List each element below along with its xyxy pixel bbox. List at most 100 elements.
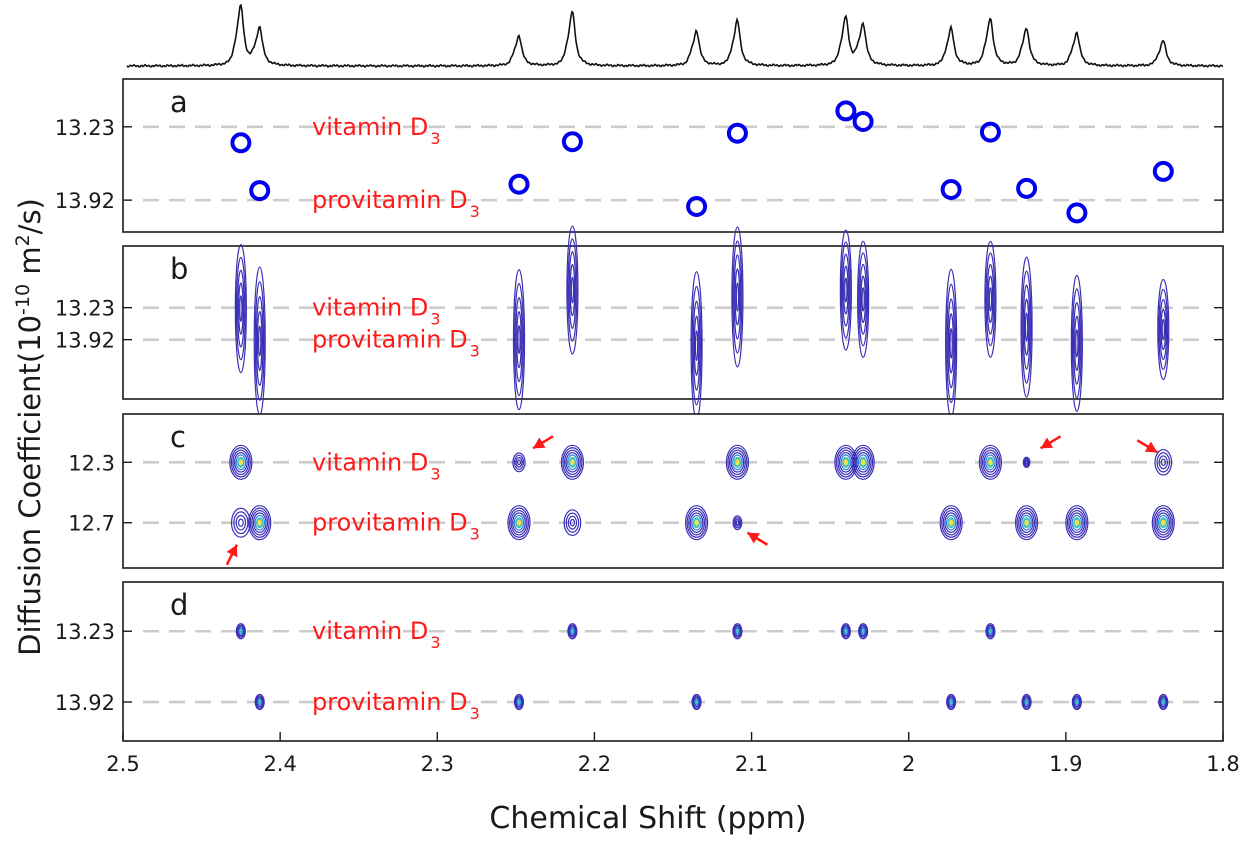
data-point	[1016, 177, 1038, 199]
contour-ring	[860, 459, 866, 466]
contour-ring	[987, 275, 994, 324]
contour-ring	[238, 282, 244, 335]
contour-ring	[562, 447, 583, 478]
contour-ring	[1023, 298, 1030, 356]
data-point	[686, 196, 708, 217]
contour-ring	[513, 693, 525, 711]
contour-ring	[229, 444, 253, 480]
contour-ring	[946, 693, 957, 711]
contour-ring	[257, 698, 263, 706]
contour-ring	[1021, 693, 1032, 711]
compound-label-subscript: 3	[430, 129, 440, 148]
contour-ring	[985, 454, 996, 471]
contour-ring	[686, 507, 707, 538]
y-tick-label: 13.92	[55, 189, 115, 213]
contour-ring	[512, 512, 526, 534]
contour-ring	[946, 695, 956, 709]
contour-ring	[844, 277, 848, 303]
contour-ring	[567, 515, 578, 530]
contour-ring	[516, 519, 522, 526]
contour-ring	[237, 518, 244, 527]
contour-ring	[1151, 505, 1175, 541]
contour-ring	[983, 452, 998, 473]
contour-ring	[735, 282, 740, 312]
contour-ring	[254, 693, 265, 711]
x-tick-label: 2.2	[578, 752, 611, 776]
data-point	[852, 111, 874, 132]
contour-ring	[512, 269, 526, 411]
contour-ring	[1070, 274, 1083, 412]
contour-ring	[513, 283, 524, 397]
data-point	[726, 122, 748, 144]
contour-ring	[515, 297, 523, 383]
contour-ring	[948, 698, 954, 706]
contour-ring	[248, 505, 272, 541]
compound-label-main: provitamin D	[312, 186, 468, 214]
contour-ring	[858, 623, 869, 640]
contour-ring	[1156, 512, 1171, 534]
contour-ring	[251, 509, 269, 536]
contour-ring	[858, 252, 869, 347]
contour-ring	[735, 520, 740, 526]
y-tick-label: 13.23	[55, 620, 115, 644]
panel-letter: b	[170, 252, 188, 286]
contour-ring	[734, 518, 741, 527]
data-point	[1066, 202, 1088, 224]
compound-label-main: vitamin D	[312, 617, 428, 645]
contour-ring	[694, 519, 699, 526]
contour-ring	[861, 287, 865, 312]
contour-ring	[1022, 695, 1031, 709]
contour-ring	[570, 459, 575, 466]
compound-label-main: provitamin D	[312, 688, 468, 716]
contour-ring	[861, 629, 865, 634]
contour-ring	[514, 695, 524, 709]
contour-ring	[565, 452, 580, 473]
contour-ring	[858, 624, 868, 638]
contour-ring	[1158, 288, 1169, 371]
arrow-head	[1040, 437, 1054, 449]
y-tick-label: 13.92	[55, 329, 115, 353]
x-tick-label: 2.4	[263, 752, 296, 776]
contour-ring	[1024, 698, 1029, 706]
panel-frame	[122, 245, 1224, 400]
x-tick-label: 2.1	[735, 752, 768, 776]
contour-ring	[516, 311, 522, 369]
contour-ring	[857, 240, 870, 358]
contour-ring	[258, 325, 262, 357]
contour-ring	[517, 699, 521, 705]
contour-ring	[1161, 318, 1165, 341]
contour-ring	[234, 243, 247, 374]
y-tick-label: 12.7	[68, 512, 115, 536]
contour-ring	[236, 624, 246, 638]
contour-ring	[1022, 284, 1031, 370]
contour-ring	[567, 238, 578, 342]
contour-ring	[948, 519, 954, 526]
contour-ring	[840, 623, 851, 640]
y-tick-label: 13.23	[55, 297, 115, 321]
contour-ring	[946, 283, 957, 404]
compound-label-subscript: 3	[470, 342, 480, 361]
contour-ring	[1158, 455, 1169, 470]
contour-ring	[692, 695, 701, 709]
contour-ring	[515, 696, 523, 708]
contour-ring	[1016, 507, 1037, 538]
contour-ring	[569, 626, 576, 637]
arrow-head	[1144, 441, 1158, 453]
contour-ring	[842, 626, 850, 637]
contour-ring	[513, 514, 525, 531]
nmr-spectrum-trace	[126, 3, 1224, 69]
contour-ring	[239, 295, 243, 322]
contour-ring	[841, 624, 851, 638]
x-tick-label: 2	[902, 752, 915, 776]
contour-ring	[235, 256, 246, 361]
contour-ring	[947, 696, 955, 708]
data-point	[561, 131, 583, 153]
data-point	[230, 132, 252, 154]
contour-ring	[563, 449, 581, 476]
contour-ring	[1072, 695, 1082, 709]
contour-ring	[859, 626, 867, 637]
